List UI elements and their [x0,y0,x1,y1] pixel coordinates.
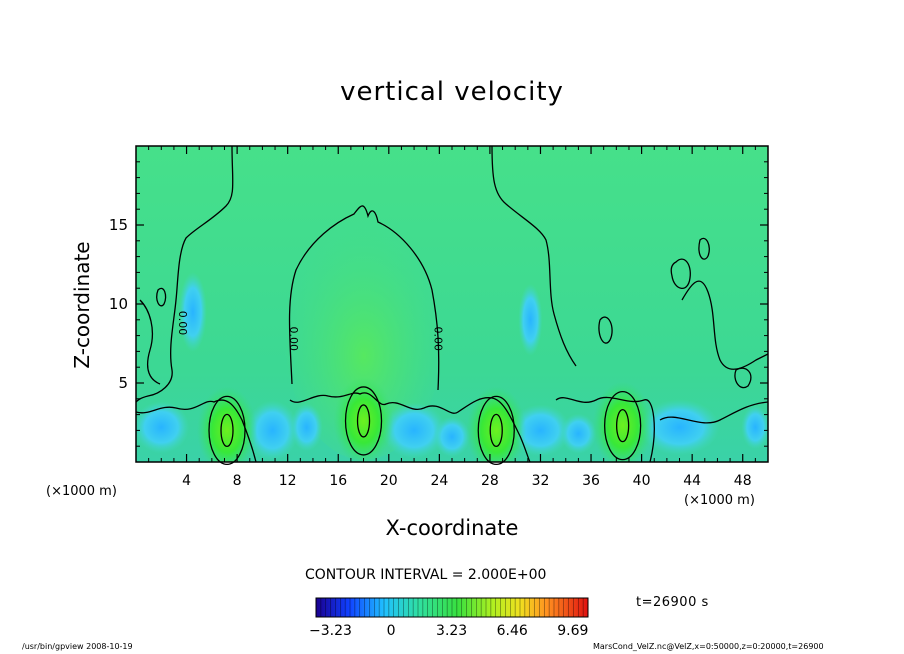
chart-title: vertical velocity [340,77,564,107]
updraft-outer-contour [477,395,515,466]
contour-right-patches [598,316,613,344]
contour-left-dome [136,146,234,403]
contour-left-loop [156,287,167,307]
x-tick-label: 16 [329,473,347,489]
y-tick-label: 5 [118,374,128,392]
x-tick-label: 20 [380,473,398,489]
downdraft-region [382,402,447,459]
x-tick-label: 36 [582,473,600,489]
colorbar-tick-label: 0 [387,623,396,639]
downdraft-regions [136,271,768,461]
contour-center-arch [288,205,440,391]
contour-lower-band [136,399,257,462]
y-axis: 5 10 15 [109,161,768,447]
contour-right-loop2 [698,237,710,260]
contour-right-loop3 [734,367,752,389]
contour-right-dome [491,146,577,367]
x-axis: 4 8 12 16 20 24 28 32 36 40 44 48 [148,146,756,489]
colorbar-tick-label: −3.23 [309,623,352,639]
colorbar-tick-label: 9.69 [557,623,588,639]
contour-interval-label: CONTOUR INTERVAL = 2.000E+00 [305,567,547,583]
updraft-core [466,386,527,462]
contour-label: 0.00 [431,327,444,352]
contour-label: 0.00 [176,311,189,336]
y-tick-label: 15 [109,216,128,234]
contour-label: 0.00 [287,327,300,352]
updraft-core [197,386,257,462]
downdraft-region [178,271,207,352]
updraft-inner-contour [220,413,234,448]
x-axis-label: X-coordinate [385,516,519,540]
x-tick-label: 32 [532,473,550,489]
updraft-outer-contour [344,386,383,456]
colorbar-segments [320,598,584,617]
updraft-core [333,376,394,462]
colorbar: −3.23 0 3.23 6.46 9.69 [309,597,589,639]
contour-far-right [681,280,768,370]
contour-left-edge [139,299,161,385]
downdraft-region [518,283,543,356]
heatmap-field [136,146,768,462]
updraft-inner-contour [489,413,503,448]
footer-source: MarsCond_VelZ.nc@VelZ,x=0:50000,z=0:2000… [593,642,824,651]
y-tick-label: 10 [109,295,128,313]
updraft-inner-contour [615,409,630,443]
contour-lines [136,146,768,462]
updraft-outer-contour [603,391,642,461]
downdraft-region [434,416,470,457]
x-tick-label: 40 [633,473,651,489]
downdraft-region [136,401,190,454]
contour-labels: 0.00 0.00 0.00 [176,311,444,351]
contour-lower-mid [289,392,531,462]
updraft-inner-contour [356,404,371,438]
contour-right-region [659,401,768,424]
updraft-contours [208,386,642,466]
x-tick-label: 48 [734,473,752,489]
x-tick-label: 28 [481,473,499,489]
updraft-outer-contour [208,395,246,466]
x-unit-label-left: (×1000 m) [46,484,117,499]
colorbar-tick-label: 3.23 [436,623,467,639]
x-tick-label: 24 [430,473,448,489]
downdraft-region [510,404,571,457]
downdraft-region [246,400,299,461]
x-tick-label: 8 [233,473,242,489]
x-unit-label-right: (×1000 m) [684,493,755,508]
contour-right-loop [670,258,691,289]
colorbar-frame [315,597,589,618]
contour-lower-right [555,396,655,462]
downdraft-region [741,405,768,450]
updraft-core [592,381,653,462]
footer-command: /usr/bin/gpview 2008-10-19 [22,642,133,651]
x-tick-label: 12 [279,473,297,489]
time-label: t=26900 s [636,595,709,610]
x-tick-label: 4 [182,473,191,489]
colorbar-ticks: −3.23 0 3.23 6.46 9.69 [309,623,588,639]
colorbar-tick-label: 6.46 [497,623,528,639]
x-tick-label: 44 [683,473,701,489]
downdraft-region [290,403,323,452]
downdraft-region [639,399,720,456]
downdraft-region [560,413,597,454]
